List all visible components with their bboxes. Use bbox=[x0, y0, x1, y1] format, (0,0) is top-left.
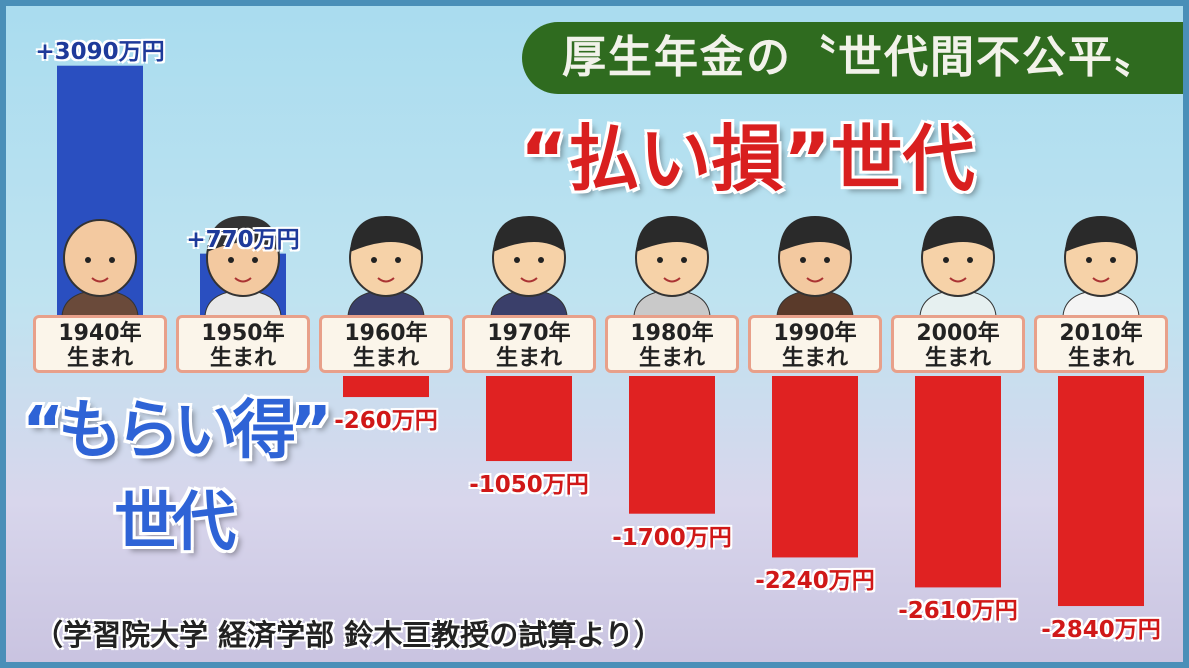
bar-2000年 bbox=[915, 376, 1001, 588]
category-label: 1960年 生まれ bbox=[319, 315, 453, 373]
category-label: 1980年 生まれ bbox=[605, 315, 739, 373]
category-year: 1970年 bbox=[487, 321, 571, 346]
bar-1990年 bbox=[772, 376, 858, 558]
character-icon bbox=[347, 216, 425, 317]
category-label: 2000年 生まれ bbox=[891, 315, 1025, 373]
value-label: -2240万円 bbox=[755, 568, 875, 595]
category-suffix: 生まれ bbox=[924, 346, 991, 371]
character-icon bbox=[61, 219, 139, 317]
value-label: +3090万円 bbox=[35, 38, 165, 65]
category-suffix: 生まれ bbox=[495, 346, 562, 371]
category-label: 1990年 生まれ bbox=[748, 315, 882, 373]
bar-2010年 bbox=[1058, 376, 1144, 607]
character-icon bbox=[919, 216, 997, 317]
category-label: 1940年 生まれ bbox=[33, 315, 167, 373]
gain-label-line2: 世代 bbox=[113, 485, 238, 562]
bar-1970年 bbox=[486, 376, 572, 462]
category-label: 1950年 生まれ bbox=[176, 315, 310, 373]
character-icon bbox=[776, 216, 854, 317]
bar-1960年 bbox=[343, 376, 429, 398]
category-suffix: 生まれ bbox=[352, 346, 419, 371]
category-label: 1970年 生まれ bbox=[462, 315, 596, 373]
bar-1980年 bbox=[629, 376, 715, 514]
value-label: -260万円 bbox=[334, 408, 438, 435]
category-label: 2010年 生まれ bbox=[1034, 315, 1168, 373]
value-label: -1050万円 bbox=[469, 472, 589, 499]
category-suffix: 生まれ bbox=[1067, 346, 1134, 371]
source-note: （学習院大学 経済学部 鈴木亘教授の試算より） bbox=[34, 618, 663, 652]
category-suffix: 生まれ bbox=[209, 346, 276, 371]
category-suffix: 生まれ bbox=[66, 346, 133, 371]
value-label: -2610万円 bbox=[898, 598, 1018, 625]
loss-generation-label: “払い損”世代 bbox=[519, 116, 977, 203]
category-year: 1940年 bbox=[58, 321, 142, 346]
category-year: 1960年 bbox=[344, 321, 428, 346]
category-year: 2010年 bbox=[1059, 321, 1143, 346]
category-year: 2000年 bbox=[916, 321, 1000, 346]
gain-generation-label: “もらい得” 世代 bbox=[21, 385, 334, 569]
gain-label-line1: “もらい得” bbox=[21, 393, 334, 470]
chart-title: 厚生年金の〝世代間不公平〟 bbox=[522, 22, 1189, 94]
category-suffix: 生まれ bbox=[638, 346, 705, 371]
category-year: 1950年 bbox=[201, 321, 285, 346]
character-icon bbox=[1062, 216, 1140, 317]
category-year: 1980年 bbox=[630, 321, 714, 346]
category-suffix: 生まれ bbox=[781, 346, 848, 371]
value-label: -2840万円 bbox=[1041, 617, 1161, 644]
character-icon bbox=[490, 216, 568, 317]
category-year: 1990年 bbox=[773, 321, 857, 346]
value-label: +770万円 bbox=[186, 226, 300, 253]
character-icon bbox=[633, 216, 711, 317]
value-label: -1700万円 bbox=[612, 524, 732, 551]
character-icon bbox=[204, 216, 282, 317]
